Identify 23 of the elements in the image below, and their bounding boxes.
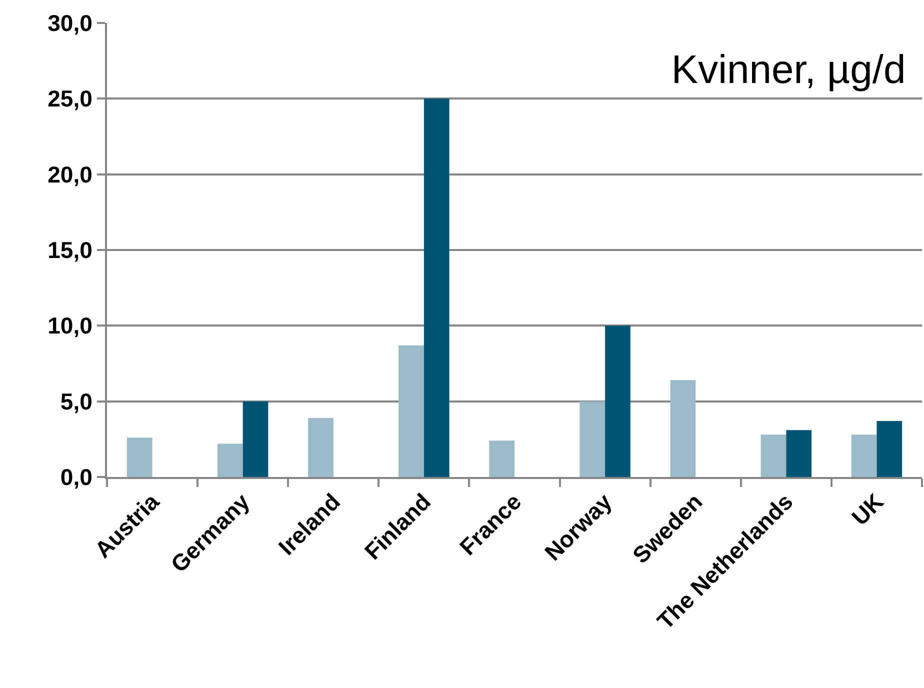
y-tick-label: 10,0 xyxy=(48,312,92,339)
bar xyxy=(398,345,424,477)
bar xyxy=(489,440,514,477)
y-tick-label: 20,0 xyxy=(48,161,92,188)
bar xyxy=(851,434,877,477)
y-tick-label: 25,0 xyxy=(48,86,92,112)
bar xyxy=(760,434,786,477)
bar xyxy=(670,380,696,477)
y-tick-label: 30,0 xyxy=(48,10,92,36)
bar xyxy=(876,421,902,477)
bar xyxy=(580,401,606,477)
bar xyxy=(424,98,450,477)
y-tick-label: 0,0 xyxy=(60,464,92,490)
y-tick-label: 5,0 xyxy=(60,388,92,414)
x-tick-label: UK xyxy=(846,488,889,530)
bar xyxy=(308,418,334,477)
bar xyxy=(242,401,268,477)
bar xyxy=(217,444,243,477)
bar xyxy=(126,438,152,477)
bar xyxy=(786,430,812,477)
y-tick-label: 15,0 xyxy=(48,237,92,264)
text: Kvinner, µg/d xyxy=(671,48,906,92)
bar xyxy=(605,326,630,477)
